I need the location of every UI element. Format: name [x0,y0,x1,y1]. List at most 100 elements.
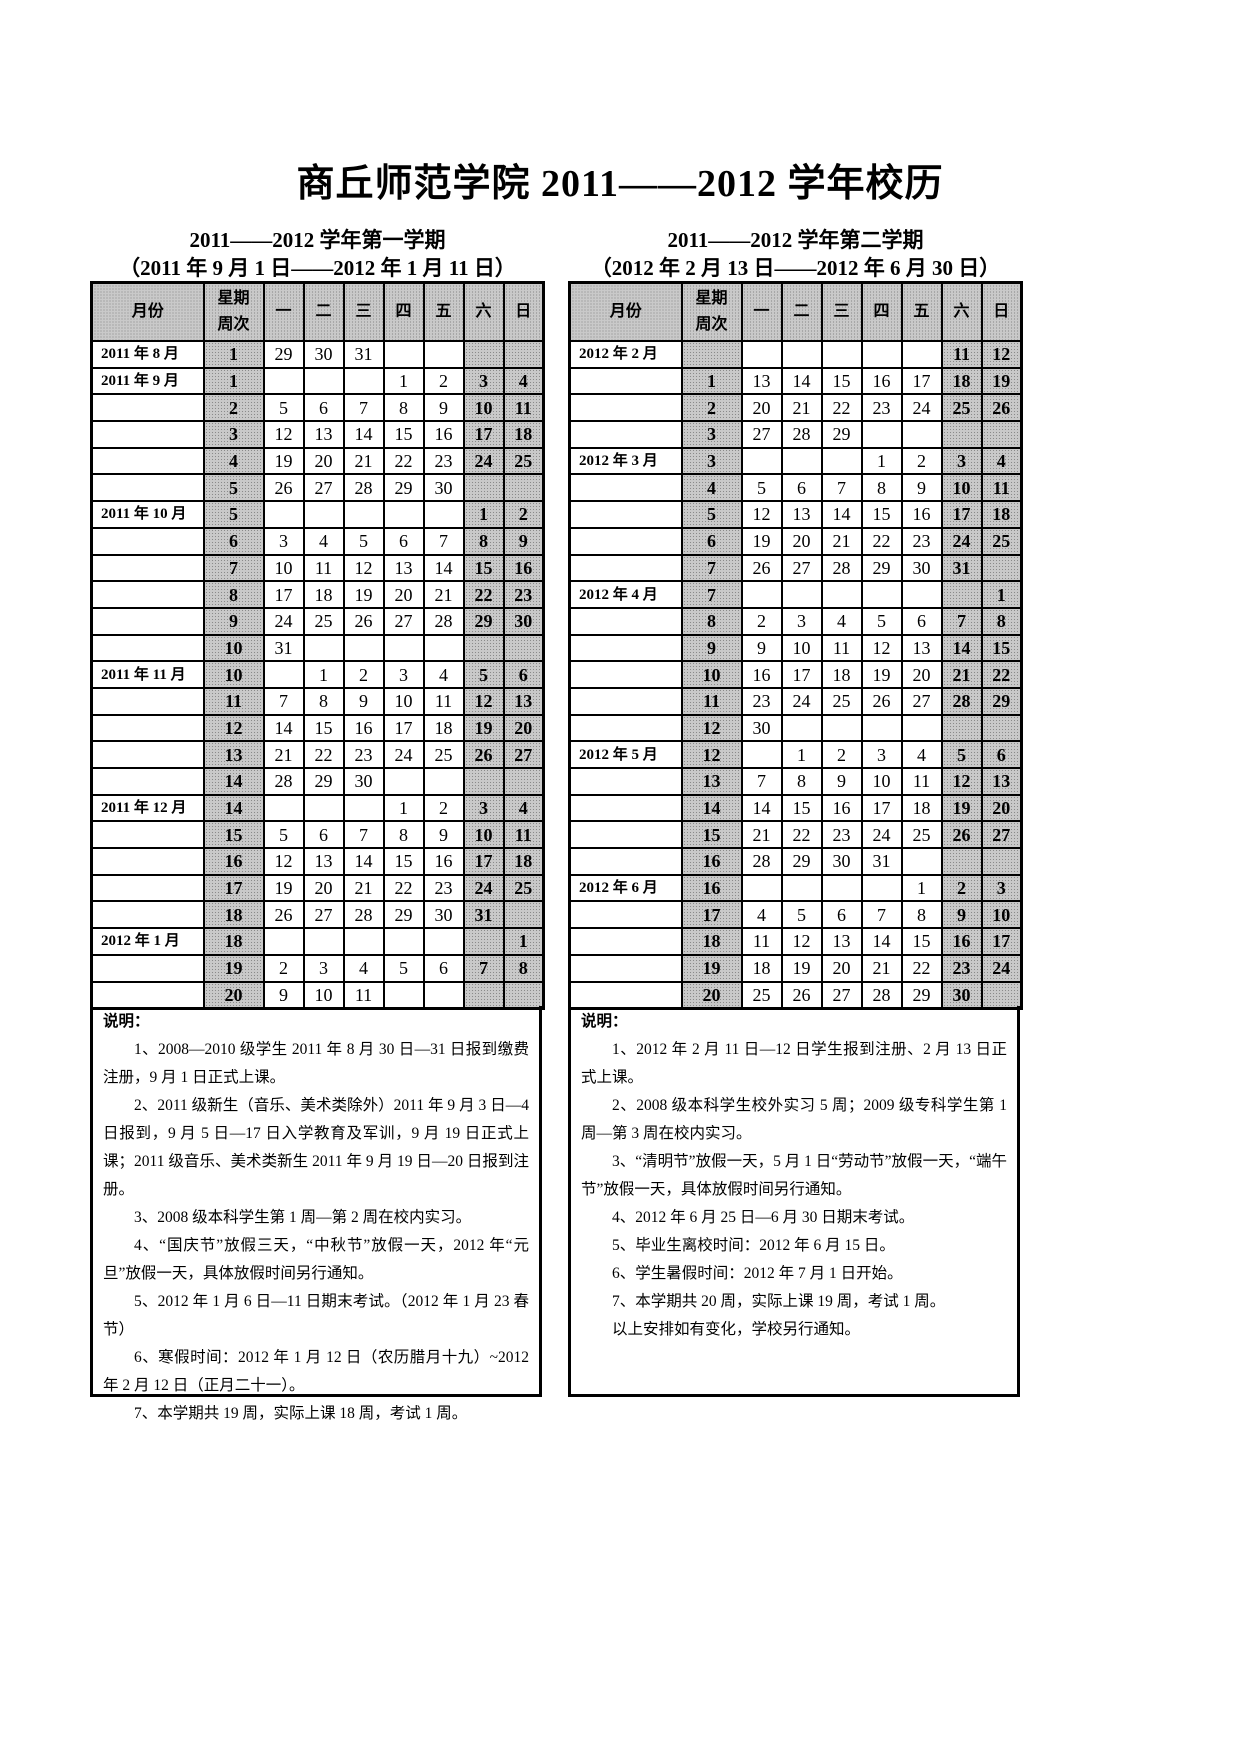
date-cell: 5 [382,953,425,983]
date-cell: 2 [940,873,983,903]
date-cell: 9 [342,686,385,716]
header-day-4: 四 [860,281,903,342]
date-cell: 16 [820,793,863,823]
date-cell: 4 [302,526,345,556]
date-cell: 10 [462,820,505,850]
date-cell [820,340,863,369]
date-cell [940,580,983,609]
date-cell: 4 [740,900,783,930]
date-cell: 2 [422,793,465,823]
week-number-cell: 6 [680,526,743,556]
date-cell: 5 [940,740,983,769]
date-cell: 11 [740,927,783,956]
date-cell: 10 [302,980,345,1010]
date-cell: 7 [740,767,783,796]
date-cell: 4 [900,740,943,769]
date-cell: 20 [740,393,783,423]
date-cell [502,980,545,1010]
table-row: 9 24 25 26 27 28 29 30 [90,606,545,636]
note-item: 2、2008 级本科学生校外实习 5 周；2009 级专科学生第 1 周—第 3… [581,1097,1007,1142]
date-cell: 17 [900,366,943,396]
month-cell [568,633,683,663]
date-cell: 25 [502,446,545,476]
month-cell [568,927,683,956]
header-day-6: 六 [940,281,983,342]
date-cell: 7 [462,953,505,983]
week-number-cell: 11 [680,686,743,716]
date-cell: 22 [980,660,1023,689]
date-cell [900,340,943,369]
table-row: 3 12 13 14 15 16 17 18 [90,420,545,449]
month-cell: 2012 年 1 月 [90,927,205,956]
month-cell [568,713,683,743]
week-number-cell: 17 [202,873,265,903]
date-cell: 30 [820,847,863,876]
date-cell: 1 [382,793,425,823]
date-cell: 26 [342,606,385,636]
date-cell: 5 [262,820,305,850]
date-cell: 22 [900,953,943,983]
week-number-cell: 12 [680,713,743,743]
date-cell: 5 [740,473,783,503]
month-cell [568,953,683,983]
table-row: 2011 年 11 月 10 1 2 3 4 5 6 [90,660,545,689]
date-cell: 18 [502,847,545,876]
note-item: 7、本学期共 19 周，实际上课 18 周，考试 1 周。 [134,1405,468,1422]
date-cell: 21 [342,873,385,903]
week-number-cell: 9 [202,606,265,636]
date-cell: 10 [262,553,305,583]
table-row: 14 14 15 16 17 18 19 20 [568,793,1023,823]
date-cell: 8 [502,953,545,983]
date-cell: 16 [860,366,903,396]
semester-title: 2011——2012 学年第一学期 [189,228,446,252]
month-cell [568,793,683,823]
table-row: 11 23 24 25 26 27 28 29 [568,686,1023,716]
date-cell: 12 [462,686,505,716]
notes-box: 说明： 1、2008—2010 级学生 2011 年 8 月 30 日—31 日报… [90,1006,542,1422]
header-week-label: 周次 [217,316,250,333]
week-number-cell: 19 [680,953,743,983]
date-cell: 24 [900,393,943,423]
notes-heading: 说明： [581,1013,628,1030]
month-cell [568,980,683,1010]
header-day-1: 一 [262,281,305,342]
month-cell [90,873,205,903]
date-cell: 23 [820,820,863,850]
semester-title: 2011——2012 学年第二学期 [667,228,924,252]
date-cell: 15 [382,847,425,876]
date-cell: 30 [422,473,465,503]
date-cell: 19 [462,713,505,743]
date-cell: 1 [382,366,425,396]
date-cell: 6 [820,900,863,930]
date-cell: 2 [740,606,783,636]
date-cell [462,473,505,503]
header-weekday-week: 星期 周次 [680,281,743,342]
table-row: 18 11 12 13 14 15 16 17 [568,927,1023,956]
date-cell [422,767,465,796]
date-cell: 20 [980,793,1023,823]
date-cell: 26 [940,820,983,850]
date-cell: 26 [262,900,305,930]
table-row: 7 10 11 12 13 14 15 16 [90,553,545,583]
date-cell [980,980,1023,1010]
date-cell: 22 [302,740,345,769]
notes-box: 说明： 1、2012 年 2 月 11 日—12 日学生报到注册、2 月 13 日… [568,1006,1020,1397]
date-cell: 24 [262,606,305,636]
date-cell [900,420,943,449]
note-item: 5、2012 年 1 月 6 日—11 日期末考试。（2012 年 1 月 23… [103,1293,529,1338]
date-cell: 4 [980,446,1023,476]
month-cell [90,526,205,556]
date-cell: 23 [740,686,783,716]
header-day-7: 日 [980,281,1023,342]
date-cell: 7 [422,526,465,556]
date-cell: 10 [780,633,823,663]
table-row: 2012 年 6 月 16 1 2 3 [568,873,1023,903]
week-number-cell: 10 [680,660,743,689]
date-cell: 28 [342,473,385,503]
date-cell: 7 [820,473,863,503]
date-cell: 16 [422,420,465,449]
date-cell: 8 [382,820,425,850]
